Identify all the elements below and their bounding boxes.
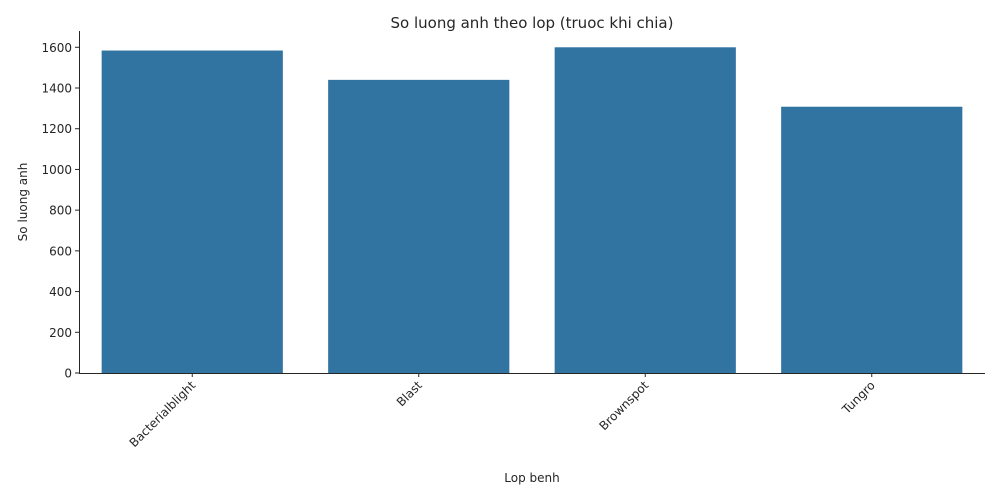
chart-title: So luong anh theo lop (truoc khi chia): [391, 14, 674, 32]
x-axis: Bacterialblight Blast Brownspot Tungro: [127, 373, 878, 450]
y-tick-label: 600: [49, 244, 72, 258]
y-axis-label: So luong anh: [16, 163, 30, 242]
x-tick-label: Brownspot: [597, 378, 652, 433]
y-tick-label: 1600: [41, 41, 72, 55]
x-tick-label: Blast: [394, 378, 425, 409]
x-axis-label: Lop benh: [504, 471, 559, 485]
bar-bacterialblight: [101, 50, 283, 374]
y-tick-label: 200: [49, 326, 72, 340]
bar-blast: [328, 79, 510, 373]
y-tick-label: 1200: [41, 122, 72, 136]
x-tick-label: Tungro: [839, 378, 878, 417]
y-tick-label: 400: [49, 285, 72, 299]
y-tick-label: 800: [49, 204, 72, 218]
bars-group: [101, 47, 963, 374]
y-tick-label: 1400: [41, 82, 72, 96]
bar-tungro: [781, 106, 963, 373]
y-tick-label: 0: [64, 367, 72, 381]
x-tick-label: Bacterialblight: [127, 378, 199, 450]
y-tick-label: 1000: [41, 163, 72, 177]
y-axis: 0 200 400 600 800 1000 1200 1400 1600: [41, 41, 79, 381]
bar-brownspot: [554, 47, 736, 374]
